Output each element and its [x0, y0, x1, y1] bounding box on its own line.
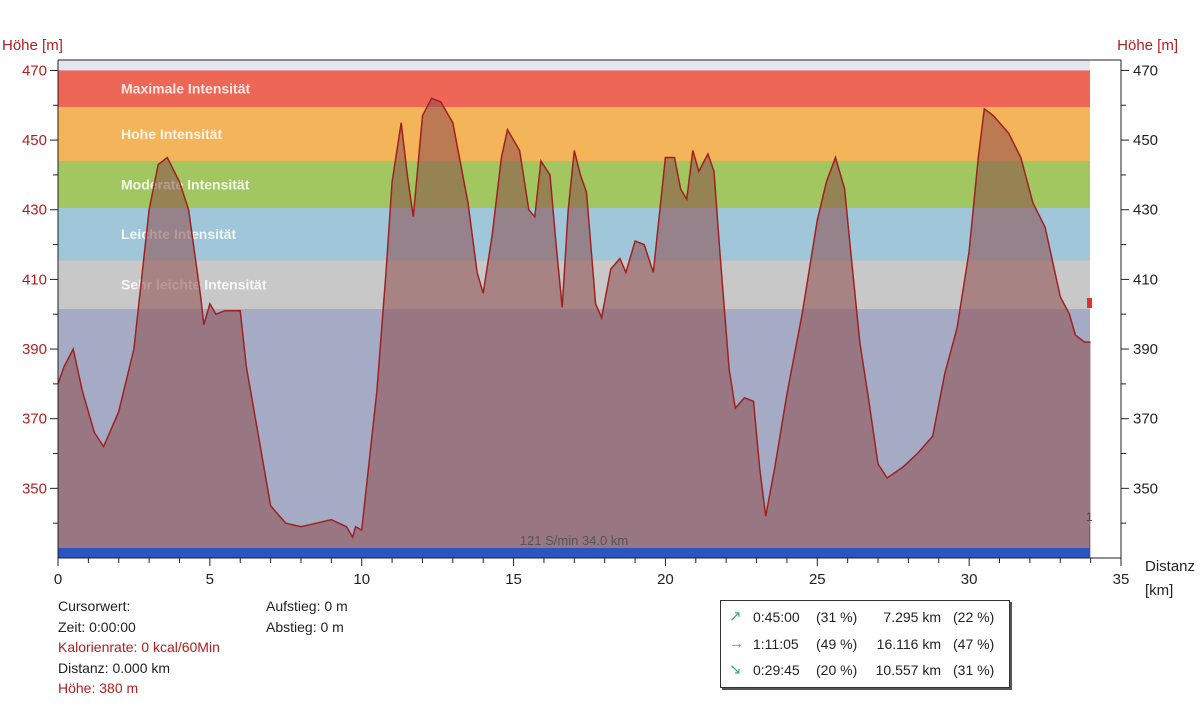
elevation-area: [58, 98, 1091, 559]
y-tick-label-left: 410: [22, 271, 47, 288]
zone-label: Maximale Intensität: [121, 81, 250, 97]
y-tick-label-right: 430: [1133, 202, 1158, 219]
stat-time-pct: (31 %): [816, 609, 858, 625]
elevation-line: [57, 97, 1091, 539]
plot-right-blank: [1090, 60, 1121, 558]
cursor-altitude: Höhe: 380 m: [58, 680, 139, 696]
arrow-down-right-icon: ↘: [729, 661, 742, 678]
zone-label: Moderate Intensität: [121, 177, 250, 193]
stat-time: 1:11:05: [753, 636, 799, 652]
y-tick-label-left: 350: [22, 480, 47, 497]
stat-time: 0:29:45: [753, 662, 800, 678]
y-axis-label-right: Höhe [m]: [1117, 37, 1178, 54]
y-tick-label-right: 350: [1133, 480, 1158, 497]
arrow-up-right-icon: ↗: [729, 608, 742, 625]
x-tick-label: 5: [206, 571, 214, 588]
gradient-stats-box: ↗ 0:45:00 (31 %) 7.295 km (22 %) → 1:11:…: [720, 600, 1010, 688]
y-axis-label-left: Höhe [m]: [2, 37, 63, 54]
pace-bar: [58, 548, 1090, 558]
x-tick-label: 30: [961, 571, 978, 588]
stat-time: 0:45:00: [753, 609, 800, 625]
x-tick-label: 25: [809, 571, 826, 588]
end-marker: [1087, 298, 1092, 308]
y-tick-label-right: 410: [1133, 271, 1158, 288]
stat-row-descent: ↘ 0:29:45 (20 %) 10.557 km (31 %): [721, 660, 1009, 680]
stat-distance-pct: (31 %): [953, 662, 995, 678]
cursor-info: Cursorwert: Zeit: 0:00:00 Kalorienrate: …: [58, 596, 220, 699]
cursor-calories: Kalorienrate: 0 kcal/60Min: [58, 639, 220, 655]
y-tick-label-left: 390: [22, 341, 47, 358]
y-tick-label-left: 470: [22, 62, 47, 79]
stat-time-pct: (49 %): [816, 636, 858, 652]
stat-distance-pct: (47 %): [953, 636, 995, 652]
y-tick-label-left: 370: [22, 411, 47, 428]
ascent-info: Aufstieg: 0 m Abstieg: 0 m: [266, 596, 348, 637]
y-tick-label-right: 370: [1133, 411, 1158, 428]
cursor-label: Cursorwert:: [58, 598, 131, 614]
x-tick-label: 15: [505, 571, 522, 588]
overlay-text: 121 S/min 34.0 km: [520, 533, 628, 548]
stat-row-flat: → 1:11:05 (49 %) 16.116 km (47 %): [721, 634, 1009, 654]
zone-label: Hohe Intensität: [121, 126, 222, 142]
stat-row-ascent: ↗ 0:45:00 (31 %) 7.295 km (22 %): [721, 607, 1009, 627]
x-axis-label: Distanz: [1145, 558, 1195, 575]
x-tick-label: 10: [353, 571, 370, 588]
ascent-value: Aufstieg: 0 m: [266, 598, 348, 614]
x-tick-label: 0: [54, 571, 62, 588]
stat-time-pct: (20 %): [816, 662, 858, 678]
stat-distance: 10.557 km: [875, 662, 941, 678]
zone-band: [58, 70, 1090, 108]
x-axis-unit: [km]: [1145, 582, 1173, 599]
plot-top-strip: [58, 60, 1090, 71]
cursor-distance: Distanz: 0.000 km: [58, 659, 171, 676]
x-tick-label: 35: [1113, 571, 1130, 588]
stat-distance: 7.295 km: [883, 609, 941, 625]
y-tick-label-left: 430: [22, 202, 47, 219]
cursor-time: Zeit: 0:00:00: [58, 618, 136, 635]
y-tick-label-right: 470: [1133, 62, 1158, 79]
y-tick-label-left: 450: [22, 132, 47, 149]
stat-distance-pct: (22 %): [953, 609, 995, 625]
end-marker-label: 1: [1086, 510, 1093, 524]
descent-value: Abstieg: 0 m: [266, 618, 344, 635]
arrow-right-icon: →: [729, 635, 744, 652]
y-tick-label-right: 450: [1133, 132, 1158, 149]
x-tick-label: 20: [657, 571, 674, 588]
stat-distance: 16.116 km: [876, 636, 941, 652]
y-tick-label-right: 390: [1133, 341, 1158, 358]
